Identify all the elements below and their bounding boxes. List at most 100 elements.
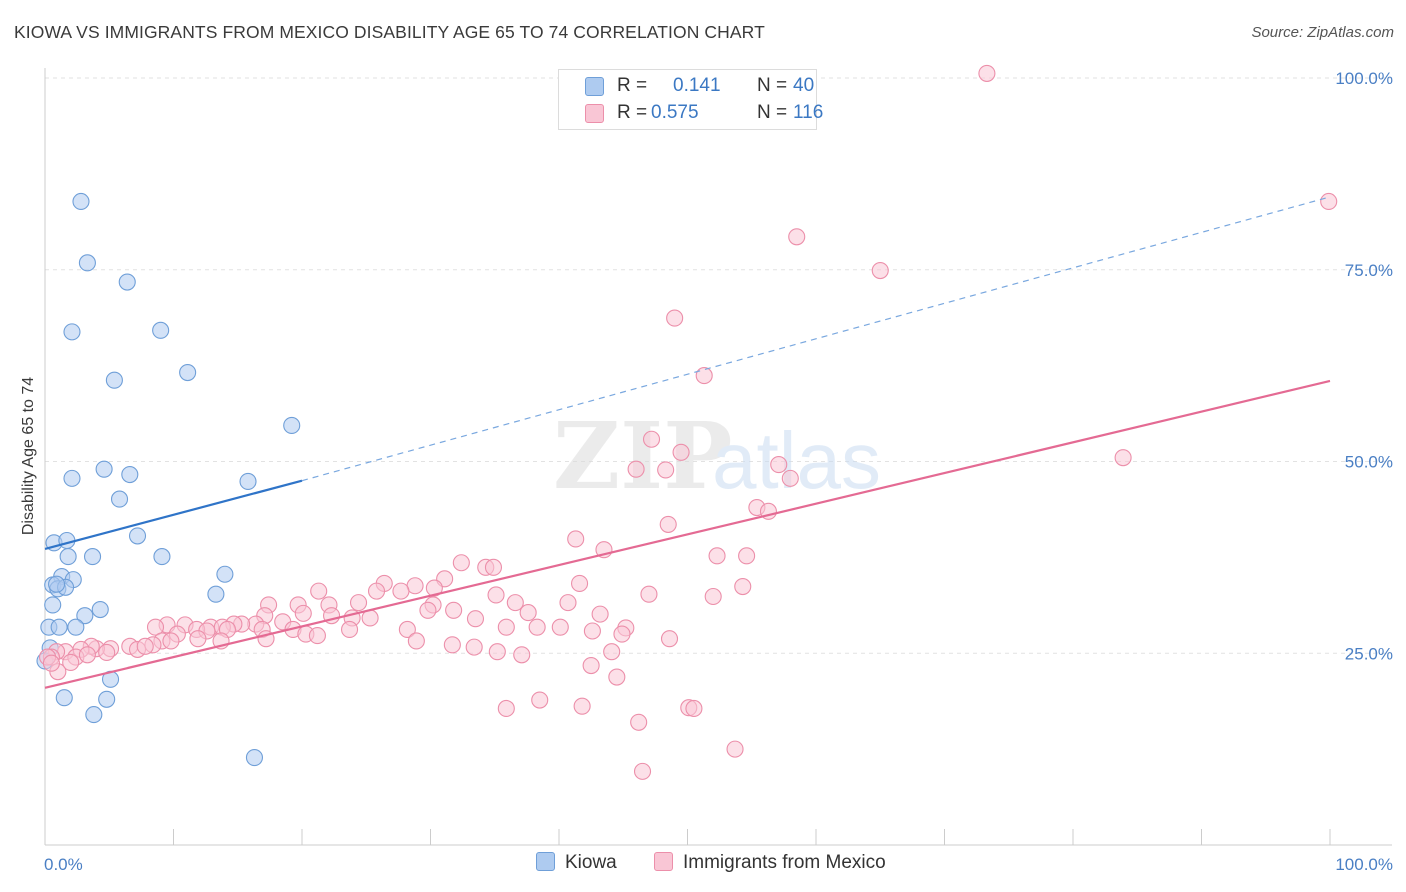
y-tick-label: 75.0%	[1345, 261, 1393, 280]
mexico-trend-line	[44, 379, 1331, 689]
mexico-point	[591, 605, 609, 623]
mexico-point	[871, 261, 889, 280]
mexico-point	[407, 632, 425, 650]
mexico-point	[627, 460, 645, 478]
mexico-point	[308, 627, 326, 645]
mexico-point	[531, 691, 549, 709]
x-tick-label: 100.0%	[1335, 855, 1393, 874]
bottom-legend: Kiowa Immigrants from Mexico	[0, 852, 1406, 878]
chart-title: KIOWA VS IMMIGRANTS FROM MEXICO DISABILI…	[14, 22, 765, 42]
mexico-point	[398, 620, 416, 639]
mexico-point	[136, 637, 154, 655]
stats-legend: R = 0.141 N = 40 R = 0.575 N = 116	[558, 69, 823, 130]
bottom-legend-label-mexico: Immigrants from Mexico	[683, 852, 886, 873]
mexico-point	[704, 587, 722, 606]
mexico-point	[685, 699, 703, 718]
mexico-point	[582, 656, 600, 675]
kiowa-point	[50, 618, 68, 636]
mexico-point	[349, 594, 368, 612]
legend-r-label: R =	[617, 102, 648, 123]
mexico-point	[640, 585, 658, 603]
mexico-point	[708, 547, 726, 565]
bottom-legend-mexico[interactable]: Immigrants from Mexico	[654, 852, 886, 874]
mexico-point	[98, 643, 116, 662]
watermark: ZIP atlas	[553, 402, 881, 510]
mexico-point	[189, 630, 207, 648]
bottom-legend-label-kiowa: Kiowa	[565, 852, 617, 873]
mexico-point	[425, 579, 443, 597]
kiowa-point	[98, 690, 116, 708]
mexico-point	[781, 469, 799, 487]
mexico-point	[571, 574, 589, 593]
mexico-point	[559, 594, 577, 612]
mexico-point	[419, 601, 437, 619]
mexico-point	[738, 547, 756, 565]
mexico-point	[392, 582, 410, 600]
kiowa-point	[110, 490, 129, 508]
kiowa-point	[48, 575, 66, 593]
kiowa-point	[118, 273, 136, 291]
kiowa-point	[59, 548, 77, 566]
mexico-point	[465, 638, 483, 656]
mexico-point	[445, 601, 463, 619]
mexico-point	[608, 668, 626, 686]
kiowa-point	[216, 565, 234, 583]
legend-swatch-mexico	[585, 104, 604, 123]
mexico-point	[519, 604, 537, 622]
mexico-point	[583, 622, 601, 640]
bottom-legend-swatch-mexico	[654, 852, 673, 871]
mexico-point	[513, 646, 531, 664]
bottom-legend-kiowa[interactable]: Kiowa	[536, 852, 617, 874]
kiowa-point	[121, 465, 139, 484]
kiowa-point	[72, 192, 90, 211]
mexico-point	[340, 620, 359, 639]
tick-labels: 25.0% 50.0% 75.0% 100.0% 0.0% 100.0%	[44, 69, 1393, 874]
mexico-point	[630, 713, 648, 731]
mexico-point	[659, 515, 677, 533]
mexico-point	[42, 654, 60, 672]
trend-lines	[44, 196, 1331, 689]
mexico-point	[657, 461, 675, 479]
legend-n-value: 40	[793, 75, 815, 96]
mexico-point	[294, 604, 312, 622]
mexico-point	[310, 582, 328, 600]
mexico-point	[613, 625, 631, 643]
kiowa-point	[128, 527, 147, 545]
kiowa-point	[91, 600, 109, 619]
kiowa-point	[63, 469, 81, 487]
x-tick-label: 0.0%	[44, 855, 83, 874]
mexico-point	[484, 558, 503, 576]
kiowa-point	[152, 321, 170, 339]
legend-swatch-kiowa	[585, 77, 604, 96]
kiowa-point	[55, 689, 73, 707]
kiowa-point	[179, 363, 197, 382]
kiowa-point	[63, 323, 81, 341]
mexico-point	[487, 586, 505, 604]
kiowa-trend-extension	[301, 196, 1331, 482]
kiowa-point	[67, 618, 85, 636]
y-tick-label: 25.0%	[1345, 644, 1393, 663]
mexico-point	[78, 646, 96, 664]
mexico-point	[551, 618, 569, 636]
mexico-point	[162, 632, 180, 650]
kiowa-point	[95, 460, 113, 478]
mexico-point	[567, 530, 585, 548]
axes	[44, 68, 1392, 846]
mexico-point	[573, 697, 591, 715]
kiowa-point	[58, 531, 76, 550]
mexico-point	[528, 618, 546, 636]
y-tick-label: 100.0%	[1335, 69, 1393, 88]
mexico-point	[1320, 192, 1338, 211]
mexico-points	[39, 64, 1338, 780]
kiowa-point	[239, 472, 257, 490]
mexico-point	[633, 762, 652, 780]
mexico-point	[506, 594, 524, 612]
kiowa-point	[76, 607, 94, 625]
legend-n-value: 116	[793, 102, 824, 123]
kiowa-point	[85, 706, 103, 724]
mexico-point	[978, 64, 996, 82]
legend-r-value: 0.575	[651, 102, 699, 123]
mexico-point	[642, 430, 661, 448]
mexico-point	[488, 643, 506, 661]
kiowa-point	[283, 416, 301, 435]
